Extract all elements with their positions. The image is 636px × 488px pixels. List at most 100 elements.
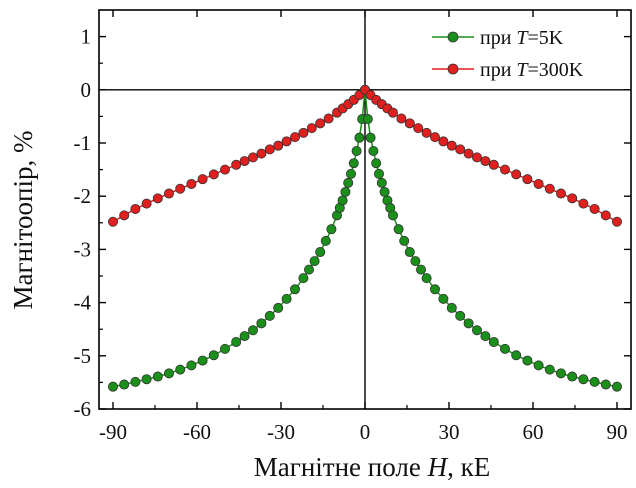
data-point bbox=[119, 210, 130, 221]
legend-label-value: =5K bbox=[528, 27, 564, 49]
data-point bbox=[393, 224, 404, 235]
legend-label: при T=300K bbox=[480, 59, 584, 81]
x-tick-label: 0 bbox=[360, 420, 371, 444]
data-point bbox=[600, 379, 611, 390]
y-tick-label: -3 bbox=[74, 237, 92, 261]
data-point bbox=[399, 235, 410, 246]
data-point bbox=[499, 164, 510, 175]
data-point bbox=[247, 152, 258, 163]
y-axis-title: Магнітоопір, % bbox=[8, 131, 38, 310]
data-point bbox=[379, 186, 390, 197]
data-point bbox=[315, 118, 326, 129]
data-point bbox=[533, 360, 544, 371]
data-point bbox=[556, 368, 567, 379]
data-point bbox=[463, 148, 474, 159]
data-point bbox=[522, 174, 533, 185]
data-point bbox=[323, 113, 334, 124]
x-tick-label: 60 bbox=[523, 420, 544, 444]
x-tick-label: 30 bbox=[439, 420, 460, 444]
data-point bbox=[438, 293, 449, 304]
data-point bbox=[522, 355, 533, 366]
y-tick-label: 0 bbox=[81, 78, 92, 102]
data-point bbox=[415, 264, 426, 275]
data-point bbox=[320, 235, 331, 246]
data-point bbox=[544, 364, 555, 375]
data-point bbox=[365, 132, 376, 143]
data-point bbox=[480, 331, 491, 342]
data-point bbox=[273, 302, 284, 313]
data-point bbox=[141, 374, 152, 385]
data-point bbox=[446, 302, 457, 313]
data-point bbox=[239, 331, 250, 342]
data-point bbox=[119, 379, 130, 390]
data-point bbox=[376, 177, 387, 188]
data-point bbox=[239, 156, 250, 167]
data-point bbox=[340, 186, 351, 197]
data-point bbox=[197, 174, 208, 185]
data-point bbox=[499, 343, 510, 354]
data-point bbox=[567, 193, 578, 204]
data-point bbox=[421, 127, 432, 138]
data-point bbox=[298, 273, 309, 284]
data-point bbox=[455, 144, 466, 155]
data-point bbox=[343, 177, 354, 188]
data-point bbox=[141, 198, 152, 209]
data-point bbox=[309, 256, 320, 267]
data-point bbox=[373, 168, 384, 179]
data-point bbox=[163, 188, 174, 199]
data-point bbox=[410, 256, 421, 267]
legend-label-value: =300K bbox=[528, 59, 584, 81]
legend-label-variable: T bbox=[516, 59, 529, 81]
data-point bbox=[421, 273, 432, 284]
x-axis-title: Магнітне поле H, кЕ bbox=[254, 452, 490, 482]
data-point bbox=[600, 210, 611, 221]
data-point bbox=[404, 118, 415, 129]
x-tick-label: -60 bbox=[183, 420, 211, 444]
data-point bbox=[480, 156, 491, 167]
data-point bbox=[612, 381, 623, 392]
data-point bbox=[337, 195, 348, 206]
data-point bbox=[219, 343, 230, 354]
x-tick-label: 90 bbox=[607, 420, 628, 444]
x-tick-label: -90 bbox=[99, 420, 127, 444]
data-point bbox=[446, 140, 457, 151]
data-point bbox=[455, 310, 466, 321]
legend-marker bbox=[447, 31, 459, 43]
data-point bbox=[289, 284, 300, 295]
data-point bbox=[511, 350, 522, 361]
data-point bbox=[578, 374, 589, 385]
data-point bbox=[289, 132, 300, 143]
data-point bbox=[488, 336, 499, 347]
data-point bbox=[197, 355, 208, 366]
data-point bbox=[471, 325, 482, 336]
data-point bbox=[108, 216, 119, 227]
data-point bbox=[130, 203, 141, 214]
data-point bbox=[348, 158, 359, 169]
data-point bbox=[387, 107, 398, 118]
x-tick-label: -30 bbox=[267, 420, 295, 444]
data-point bbox=[396, 113, 407, 124]
data-point bbox=[186, 360, 197, 371]
data-point bbox=[345, 168, 356, 179]
axis-ticks: -90 -60 -30 0 30 60 90 -6 -5 -4 -3 -2 -1 0 1 bbox=[74, 10, 631, 444]
data-point bbox=[429, 132, 440, 143]
data-point bbox=[231, 159, 242, 170]
data-point bbox=[368, 145, 379, 156]
data-point bbox=[326, 224, 337, 235]
data-point bbox=[589, 203, 600, 214]
data-point bbox=[303, 264, 314, 275]
data-point bbox=[186, 178, 197, 189]
data-point bbox=[247, 325, 258, 336]
data-point bbox=[544, 183, 555, 194]
data-point bbox=[281, 136, 292, 147]
data-point bbox=[429, 284, 440, 295]
data-point bbox=[567, 371, 578, 382]
data-point bbox=[463, 318, 474, 329]
data-point bbox=[256, 148, 267, 159]
series-1 bbox=[108, 84, 623, 227]
data-point bbox=[152, 193, 163, 204]
data-point bbox=[306, 123, 317, 134]
data-point bbox=[362, 114, 373, 125]
y-tick-label: 1 bbox=[81, 25, 92, 49]
